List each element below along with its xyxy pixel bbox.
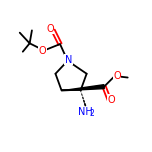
Text: O: O: [46, 24, 54, 34]
Text: O: O: [38, 46, 46, 56]
Text: O: O: [107, 95, 115, 105]
Text: O: O: [113, 71, 121, 81]
Text: NH: NH: [78, 107, 93, 117]
Polygon shape: [62, 85, 104, 91]
Text: 2: 2: [90, 109, 94, 118]
Text: N: N: [65, 55, 72, 65]
